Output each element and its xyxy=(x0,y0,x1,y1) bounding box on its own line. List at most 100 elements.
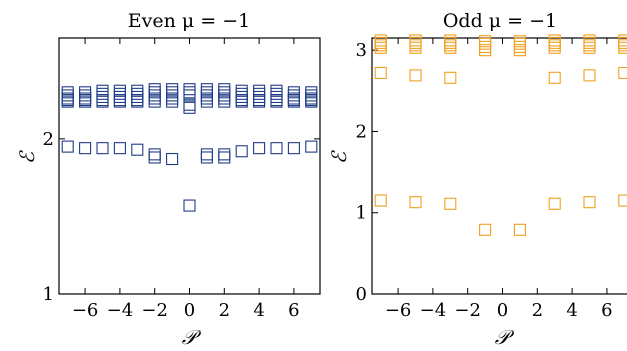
data-point xyxy=(218,89,231,102)
panel-even: Even μ = −1 −6 −4 −2 0 2 4 6 1 2 𝒫 ℰ xyxy=(15,10,321,349)
data-point xyxy=(235,87,248,100)
data-point xyxy=(79,89,92,102)
y-tick-label: 3 xyxy=(356,40,367,61)
x-tick-label: 2 xyxy=(532,300,543,321)
data-point xyxy=(548,34,561,47)
data-point xyxy=(200,148,213,161)
data-point xyxy=(148,95,161,108)
y-tick-label: 0 xyxy=(356,284,367,305)
data-point xyxy=(166,89,179,102)
x-tick-label: 2 xyxy=(219,300,230,321)
x-axis-label: 𝒫 xyxy=(495,325,515,349)
x-tick-label: −4 xyxy=(420,300,447,321)
x-tick-label: 0 xyxy=(184,300,195,321)
data-point xyxy=(444,36,457,49)
data-point xyxy=(79,95,92,108)
data-point xyxy=(131,143,144,156)
data-point xyxy=(374,41,387,54)
data-point xyxy=(548,41,561,54)
data-point xyxy=(513,37,526,50)
data-point xyxy=(409,196,422,209)
data-point xyxy=(479,37,492,50)
data-point xyxy=(374,39,387,52)
data-point xyxy=(218,151,231,164)
data-point xyxy=(444,39,457,52)
data-point xyxy=(618,66,627,79)
y-axis-label: ℰ xyxy=(15,150,39,164)
data-point xyxy=(235,90,248,104)
data-point xyxy=(166,95,179,108)
data-point xyxy=(113,142,126,155)
data-point xyxy=(618,41,627,54)
y-tick-label: 2 xyxy=(356,121,367,142)
data-point xyxy=(548,36,561,49)
data-point xyxy=(409,39,422,52)
x-tick-label: 4 xyxy=(566,300,577,321)
data-point xyxy=(287,89,300,102)
data-point xyxy=(148,151,161,164)
data-point xyxy=(253,142,266,155)
data-point xyxy=(253,87,266,100)
data-point xyxy=(374,36,387,49)
data-point xyxy=(548,71,561,84)
data-point xyxy=(513,44,526,57)
data-point xyxy=(113,95,126,108)
data-point xyxy=(113,87,126,100)
data-point xyxy=(374,66,387,79)
data-point xyxy=(444,71,457,84)
data-point xyxy=(270,95,283,108)
data-point xyxy=(618,194,627,207)
data-point xyxy=(583,34,596,47)
data-point xyxy=(583,39,596,52)
data-point xyxy=(131,87,144,100)
data-point xyxy=(618,39,627,52)
y-tick-label: 2 xyxy=(43,129,54,150)
x-tick-label: 0 xyxy=(497,300,508,321)
data-point xyxy=(287,95,300,108)
data-point xyxy=(618,34,627,47)
data-point xyxy=(183,83,196,96)
data-point xyxy=(113,90,126,104)
data-point xyxy=(235,95,248,108)
marker-group xyxy=(374,34,627,236)
data-point xyxy=(444,34,457,47)
data-point xyxy=(96,87,109,100)
panel-title: Even μ = −1 xyxy=(128,10,250,32)
data-point xyxy=(583,41,596,54)
y-axis-label: ℰ xyxy=(327,150,351,164)
data-point xyxy=(79,142,92,155)
data-point xyxy=(374,194,387,207)
x-tick-label: −6 xyxy=(72,300,99,321)
data-point xyxy=(235,145,248,158)
data-point xyxy=(305,95,318,108)
tick-group: −6 −4 −2 0 2 4 6 1 2 xyxy=(43,38,320,321)
data-point xyxy=(253,90,266,104)
panel-title: Odd μ = −1 xyxy=(443,10,557,32)
x-tick-label: −2 xyxy=(454,300,481,321)
data-point xyxy=(200,89,213,102)
data-point xyxy=(409,36,422,49)
data-point xyxy=(183,199,196,212)
data-point xyxy=(148,89,161,102)
data-point xyxy=(374,34,387,47)
data-point xyxy=(200,151,213,164)
data-point xyxy=(583,69,596,82)
y-tick-label: 1 xyxy=(356,203,367,224)
y-tick-label: 1 xyxy=(43,284,54,305)
x-tick-label: −2 xyxy=(141,300,168,321)
data-point xyxy=(183,86,196,99)
data-point xyxy=(61,140,74,153)
data-point xyxy=(409,34,422,47)
x-tick-label: 6 xyxy=(288,300,299,321)
data-point xyxy=(148,148,161,161)
x-tick-label: 6 xyxy=(601,300,612,321)
data-point xyxy=(183,89,196,102)
data-point xyxy=(166,152,179,166)
x-axis-label: 𝒫 xyxy=(182,325,202,349)
data-point xyxy=(548,197,561,210)
plot-frame xyxy=(58,37,321,295)
data-point xyxy=(444,197,457,210)
data-point xyxy=(253,95,266,108)
data-point xyxy=(96,95,109,108)
panel-odd: Odd μ = −1 −6 −4 −2 0 2 4 6 0 1 2 3 𝒫 ℰ xyxy=(327,10,627,349)
